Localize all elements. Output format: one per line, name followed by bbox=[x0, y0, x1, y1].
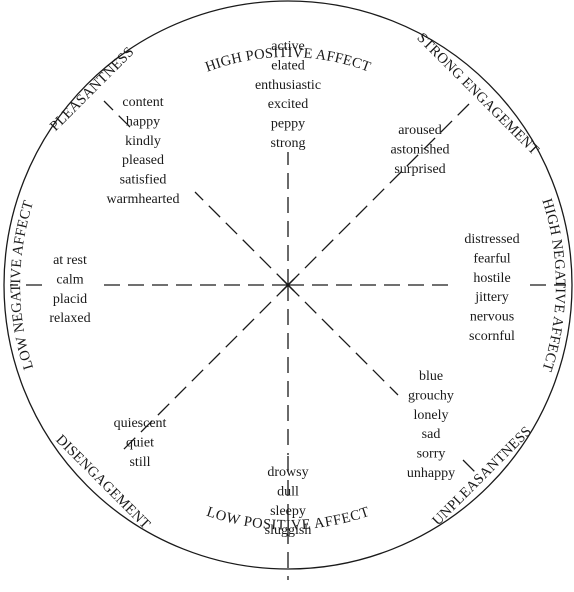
affect-word: at rest bbox=[53, 253, 87, 268]
affect-word: aroused bbox=[398, 123, 442, 138]
spoke-upper-left-outer bbox=[103, 100, 131, 128]
word-list-pleasantness: content happy kindly pleased satisfied warmhe… bbox=[106, 95, 179, 207]
word-list-strong-engagement: aroused astonished surprised bbox=[390, 123, 449, 177]
spoke-lower-right bbox=[287, 284, 399, 396]
affect-word: fearful bbox=[473, 251, 510, 266]
affect-word: quiet bbox=[126, 435, 154, 450]
affect-word: drowsy bbox=[267, 465, 308, 480]
affect-word: warmhearted bbox=[106, 192, 179, 207]
word-list-high-positive-affect: active elated enthusiastic excited peppy stro… bbox=[255, 39, 321, 151]
word-list-low-negative-affect: at rest calm placid relaxed bbox=[49, 253, 90, 326]
affect-word: distressed bbox=[464, 232, 519, 247]
affect-word: dull bbox=[277, 484, 299, 499]
affect-word: sluggish bbox=[265, 523, 312, 538]
affect-word: nervous bbox=[470, 310, 514, 325]
affect-word: elated bbox=[271, 58, 304, 73]
label-strong-engagement: STRONG ENGAGEMENT bbox=[414, 30, 542, 158]
affect-word: still bbox=[129, 455, 150, 470]
affect-word: astonished bbox=[390, 142, 449, 157]
affect-word: sorry bbox=[417, 447, 446, 462]
affect-word: surprised bbox=[394, 162, 445, 177]
affect-word: placid bbox=[53, 292, 87, 307]
word-list-high-negative-affect: distressed fearful hostile jittery nervous sc… bbox=[464, 232, 519, 344]
outer-circle bbox=[3, 0, 573, 570]
affect-word: sad bbox=[422, 427, 441, 442]
spoke-lower-right-outer bbox=[462, 459, 483, 480]
affect-word: blue bbox=[419, 369, 443, 384]
affect-word: happy bbox=[126, 114, 160, 129]
word-list-unpleasantness: blue grouchy lonely sad sorry unhappy bbox=[407, 369, 455, 481]
affect-word: satisfied bbox=[120, 173, 167, 188]
affect-word: pleased bbox=[122, 153, 164, 168]
affect-word: excited bbox=[268, 97, 308, 112]
affect-word: quiescent bbox=[114, 416, 167, 431]
affect-word: jittery bbox=[474, 290, 508, 305]
affect-word: peppy bbox=[271, 117, 305, 132]
spoke-upper-left bbox=[194, 191, 289, 286]
affect-word: grouchy bbox=[408, 388, 454, 403]
affect-word: relaxed bbox=[49, 311, 90, 326]
affect-word: calm bbox=[56, 272, 83, 287]
word-list-disengagement: quiescent quiet still bbox=[114, 416, 167, 470]
affect-word: unhappy bbox=[407, 466, 455, 481]
affect-word: lonely bbox=[414, 408, 449, 423]
affect-word: content bbox=[122, 95, 163, 110]
center-mark-cross bbox=[281, 278, 295, 292]
spoke-lower-left bbox=[121, 284, 289, 452]
affect-word: sleepy bbox=[270, 504, 306, 519]
affect-word: hostile bbox=[473, 271, 510, 286]
affect-word: scornful bbox=[469, 329, 515, 344]
affect-word: active bbox=[271, 39, 304, 54]
affect-word: enthusiastic bbox=[255, 78, 321, 93]
spoke-upper-right bbox=[287, 100, 473, 286]
affect-word: kindly bbox=[125, 134, 161, 149]
affect-word: strong bbox=[271, 136, 306, 151]
word-list-low-positive-affect: drowsy dull sleepy sluggish bbox=[265, 465, 312, 538]
